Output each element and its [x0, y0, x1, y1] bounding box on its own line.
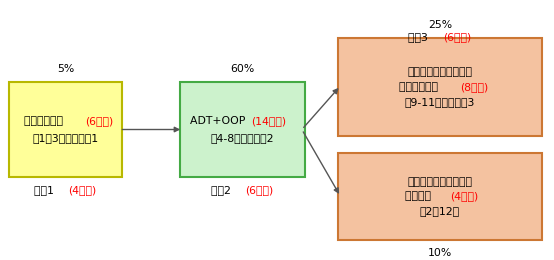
Text: (4学时): (4学时) — [68, 185, 96, 195]
Text: 10%: 10% — [428, 248, 452, 258]
Text: 第1、3讲，习题课1: 第1、3讲，习题课1 — [33, 133, 99, 143]
Text: 实验3: 实验3 — [408, 32, 432, 42]
Text: (8学时): (8学时) — [460, 82, 488, 92]
Text: (4学时): (4学时) — [450, 191, 478, 202]
Text: 面向健壮性与正确性的: 面向健壮性与正确性的 — [408, 177, 473, 186]
Text: 第9-11讲，习题课3: 第9-11讲，习题课3 — [405, 97, 475, 107]
Text: 第2、12讲: 第2、12讲 — [420, 206, 460, 216]
Text: (6学时): (6学时) — [245, 185, 273, 195]
FancyBboxPatch shape — [9, 82, 122, 177]
Text: 实验2: 实验2 — [211, 185, 234, 195]
Text: 5%: 5% — [57, 64, 74, 74]
Text: 25%: 25% — [428, 20, 452, 30]
Text: (6学时): (6学时) — [443, 32, 471, 42]
FancyBboxPatch shape — [338, 153, 542, 240]
Text: 第4-8讲，习题课2: 第4-8讲，习题课2 — [211, 133, 274, 143]
Text: 面向可复用性和可维护: 面向可复用性和可维护 — [408, 67, 473, 77]
Text: 软件构造基础: 软件构造基础 — [24, 116, 67, 126]
Text: 性的软件构造: 性的软件构造 — [399, 82, 442, 92]
Text: 软件构造: 软件构造 — [406, 191, 435, 202]
FancyBboxPatch shape — [338, 38, 542, 136]
Text: ADT+OOP: ADT+OOP — [190, 116, 249, 126]
Text: 实验1: 实验1 — [34, 185, 57, 195]
FancyBboxPatch shape — [180, 82, 305, 177]
Text: 60%: 60% — [230, 64, 255, 74]
Text: (14学时): (14学时) — [251, 116, 286, 126]
Text: (6学时): (6学时) — [85, 116, 114, 126]
